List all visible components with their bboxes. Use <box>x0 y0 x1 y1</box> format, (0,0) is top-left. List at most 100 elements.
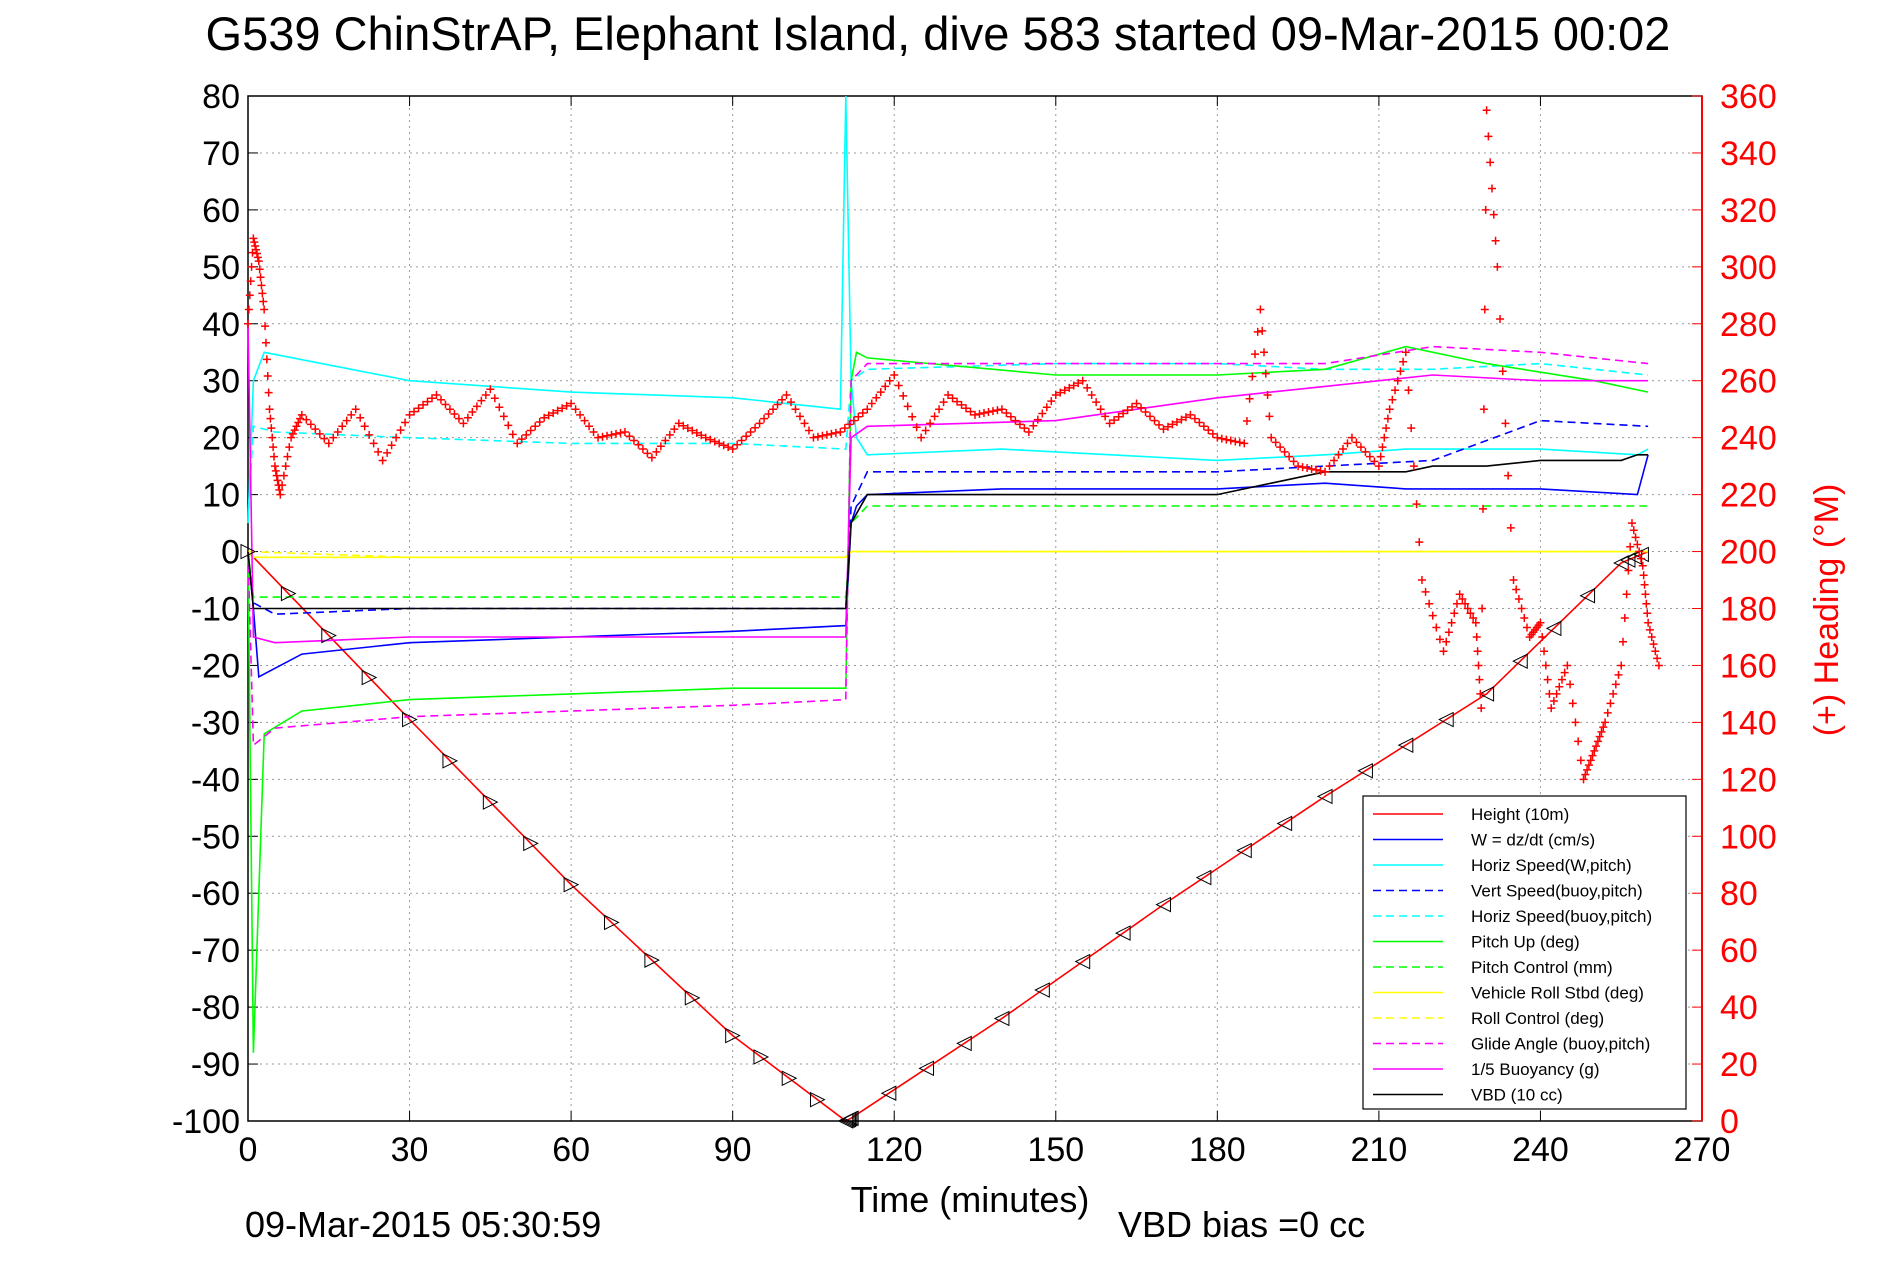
heading-marker <box>1407 424 1416 433</box>
heading-marker <box>454 414 463 423</box>
heading-marker <box>1316 466 1325 475</box>
y-tick-label: 60 <box>202 192 240 230</box>
heading-marker <box>271 466 280 475</box>
heading-marker <box>863 405 872 414</box>
heading-marker <box>1644 618 1653 627</box>
heading-marker <box>1399 357 1408 366</box>
heading-marker <box>795 412 804 421</box>
legend-label: Height (10m) <box>1471 805 1569 824</box>
heading-marker <box>490 394 499 403</box>
heading-marker <box>1509 576 1518 585</box>
legend-label: Vehicle Roll Stbd (deg) <box>1471 984 1644 1003</box>
heading-marker <box>1647 632 1656 641</box>
heading-marker <box>764 409 773 418</box>
heading-marker <box>1065 383 1074 392</box>
depth-marker <box>402 711 418 728</box>
heading-marker <box>1629 526 1638 535</box>
heading-marker <box>706 435 715 444</box>
heading-marker <box>1276 443 1285 452</box>
heading-marker <box>392 433 401 442</box>
heading-marker <box>1432 623 1441 632</box>
y2-tick-label: 280 <box>1720 306 1777 344</box>
heading-marker <box>247 262 256 271</box>
heading-marker <box>1248 372 1257 381</box>
heading-marker <box>540 413 549 422</box>
heading-marker <box>495 403 504 412</box>
heading-marker <box>1466 609 1475 618</box>
x-axis-ticks: 0 30 60 90 120 150 180 210 240 270 <box>239 96 1731 1169</box>
heading-marker <box>513 439 522 448</box>
heading-marker <box>571 405 580 414</box>
heading-marker <box>342 416 351 425</box>
heading-marker <box>1624 566 1633 575</box>
heading-marker <box>1641 590 1650 599</box>
heading-marker <box>1576 756 1585 765</box>
heading-marker <box>787 398 796 407</box>
heading-marker <box>1382 424 1391 433</box>
heading-marker <box>315 429 324 438</box>
heading-marker <box>1271 438 1280 447</box>
heading-marker <box>279 471 288 480</box>
heading-marker <box>351 405 360 414</box>
legend-label: W = dz/dt (cm/s) <box>1471 831 1595 850</box>
depth-marker <box>321 627 337 644</box>
x-axis-label: Time (minutes) <box>851 1179 1090 1220</box>
y-tick-label: 40 <box>202 306 240 344</box>
y-tick-label: 10 <box>202 477 240 515</box>
heading-marker <box>962 404 971 413</box>
depth-marker <box>753 1049 770 1065</box>
heading-marker <box>1105 419 1114 428</box>
heading-marker <box>1110 416 1119 425</box>
heading-marker <box>1463 604 1472 613</box>
legend-box <box>1362 795 1687 1110</box>
depth-marker <box>1438 711 1454 728</box>
heading-marker <box>1543 675 1552 684</box>
heading-marker <box>1069 381 1078 390</box>
heading-marker <box>1640 580 1649 589</box>
heading-marker <box>926 419 935 428</box>
y2-tick-label: 120 <box>1720 761 1777 799</box>
heading-marker <box>1442 637 1451 646</box>
depth-marker <box>1195 869 1212 886</box>
heading-marker <box>272 471 281 480</box>
heading-marker <box>1620 613 1629 622</box>
heading-marker <box>867 399 876 408</box>
vbd-bias-label: VBD bias =0 cc <box>1118 1204 1365 1245</box>
x-tick-label: 270 <box>1674 1131 1731 1169</box>
heading-marker <box>356 413 365 422</box>
depth-marker <box>1074 953 1091 970</box>
heading-marker <box>544 411 553 420</box>
depth-marker <box>1114 925 1131 941</box>
heading-marker <box>306 420 315 429</box>
heading-marker <box>912 423 921 432</box>
heading-marker <box>1177 415 1186 424</box>
y2-tick-label: 140 <box>1720 704 1777 742</box>
heading-marker <box>1455 590 1464 599</box>
heading-marker <box>849 416 858 425</box>
heading-marker <box>1584 761 1593 770</box>
heading-marker <box>800 419 809 428</box>
heading-marker <box>378 456 387 465</box>
heading-marker <box>1435 635 1444 644</box>
heading-marker <box>885 376 894 385</box>
heading-marker <box>997 405 1006 414</box>
heading-marker <box>1146 412 1155 421</box>
heading-marker <box>1444 628 1453 637</box>
heading-marker <box>250 238 259 247</box>
heading-marker <box>320 434 329 443</box>
depth-marker <box>843 1110 859 1126</box>
depth-marker <box>1034 982 1050 998</box>
heading-marker <box>254 257 263 266</box>
heading-marker <box>1330 456 1339 465</box>
heading-marker <box>845 420 854 429</box>
heading-marker <box>1651 647 1660 656</box>
heading-marker <box>360 422 369 431</box>
heading-marker <box>1493 262 1502 271</box>
heading-marker <box>1051 390 1060 399</box>
x-tick-label: 60 <box>552 1131 590 1169</box>
heading-marker <box>472 402 481 411</box>
y2-tick-label: 260 <box>1720 363 1777 401</box>
heading-marker <box>531 422 540 431</box>
heading-marker <box>1383 414 1392 423</box>
heading-marker <box>1047 397 1056 406</box>
